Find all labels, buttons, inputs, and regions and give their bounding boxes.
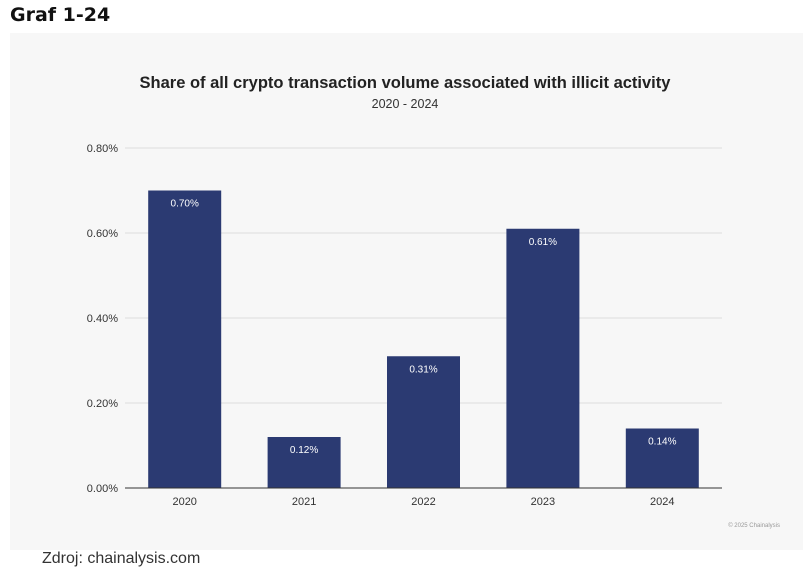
bar-2023 — [506, 228, 580, 488]
chart-title: Share of all crypto transaction volume a… — [140, 74, 672, 92]
bar-chart: Share of all crypto transaction volume a… — [87, 74, 780, 529]
y-tick-label: 0.20% — [87, 398, 118, 410]
x-tick-label: 2021 — [292, 496, 316, 508]
y-tick-label: 0.80% — [87, 143, 118, 155]
source-text: Zdroj: chainalysis.com — [42, 550, 201, 567]
bar-2021 — [267, 437, 341, 488]
x-tick-label: 2023 — [531, 496, 555, 508]
bar-2024 — [625, 428, 699, 488]
data-label: 0.31% — [409, 364, 437, 375]
bar-2020 — [148, 190, 222, 488]
graf-title: Graf 1-24 — [10, 4, 111, 26]
x-axis-ticks: 2020 2021 2022 2023 2024 — [172, 496, 674, 508]
y-tick-label: 0.40% — [87, 313, 118, 325]
bar-2022 — [387, 356, 460, 488]
x-tick-label: 2024 — [650, 496, 674, 508]
y-axis-ticks: 0.00% 0.20% 0.40% 0.60% 0.80% — [87, 143, 118, 495]
data-label: 0.70% — [171, 199, 199, 210]
data-label: 0.61% — [529, 237, 557, 248]
bars: 0.70% 0.12% 0.31% 0.61% 0.14% — [148, 190, 699, 488]
data-label: 0.12% — [290, 445, 318, 456]
x-tick-label: 2020 — [172, 496, 196, 508]
chart-panel: Share of all crypto transaction volume a… — [10, 33, 803, 550]
chart-subtitle: 2020 - 2024 — [372, 97, 439, 111]
x-tick-label: 2022 — [411, 496, 435, 508]
y-tick-label: 0.00% — [87, 483, 118, 495]
data-label: 0.14% — [648, 437, 676, 448]
copyright-text: © 2025 Chainalysis — [728, 522, 780, 529]
y-tick-label: 0.60% — [87, 228, 118, 240]
